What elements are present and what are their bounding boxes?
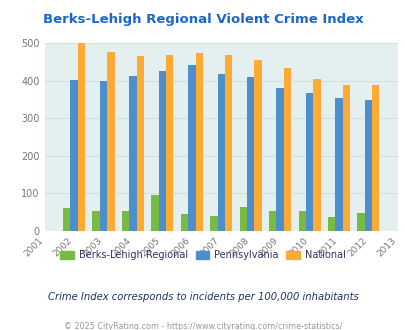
Bar <box>195 53 202 231</box>
Bar <box>342 85 349 231</box>
Bar <box>269 212 276 231</box>
Bar <box>188 65 195 231</box>
Bar <box>70 80 78 231</box>
Bar <box>313 79 320 231</box>
Bar <box>276 88 283 231</box>
Bar <box>298 212 305 231</box>
Bar <box>356 213 364 231</box>
Bar <box>210 216 217 231</box>
Text: Berks-Lehigh Regional Violent Crime Index: Berks-Lehigh Regional Violent Crime Inde… <box>43 13 362 26</box>
Text: Crime Index corresponds to incidents per 100,000 inhabitants: Crime Index corresponds to incidents per… <box>47 292 358 302</box>
Bar <box>92 212 100 231</box>
Bar <box>63 208 70 231</box>
Bar <box>305 93 313 231</box>
Bar <box>122 212 129 231</box>
Bar <box>224 55 232 231</box>
Bar <box>78 43 85 231</box>
Text: © 2025 CityRating.com - https://www.cityrating.com/crime-statistics/: © 2025 CityRating.com - https://www.city… <box>64 322 341 330</box>
Bar <box>180 214 188 231</box>
Bar <box>136 56 144 231</box>
Bar <box>239 207 246 231</box>
Bar <box>364 100 371 231</box>
Bar <box>107 51 114 231</box>
Bar <box>254 60 261 231</box>
Bar <box>158 71 166 231</box>
Bar <box>246 77 254 231</box>
Bar <box>151 195 158 231</box>
Bar <box>100 81 107 231</box>
Bar <box>327 217 335 231</box>
Bar <box>283 69 290 231</box>
Bar <box>371 85 379 231</box>
Legend: Berks-Lehigh Regional, Pennsylvania, National: Berks-Lehigh Regional, Pennsylvania, Nat… <box>56 246 349 264</box>
Bar <box>166 54 173 231</box>
Bar <box>335 98 342 231</box>
Bar <box>129 76 136 231</box>
Bar <box>217 74 224 231</box>
